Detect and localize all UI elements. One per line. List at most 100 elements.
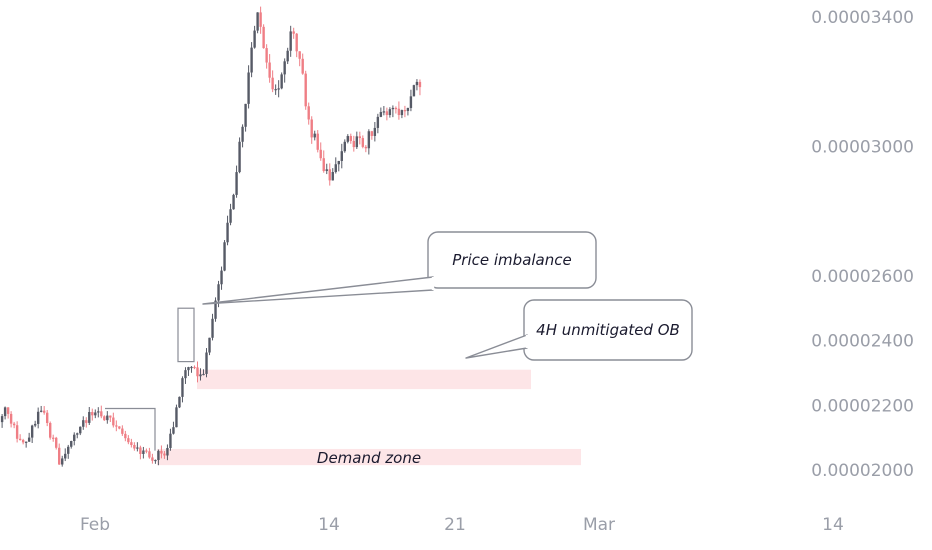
candle-body	[136, 447, 139, 449]
candle-body	[373, 127, 377, 136]
candle-body	[406, 107, 410, 111]
candle-body	[331, 172, 334, 181]
candles-layer	[0, 6, 422, 467]
candle-body	[238, 141, 241, 173]
candle-body	[148, 451, 151, 458]
candle-body	[229, 209, 232, 223]
candle-body	[94, 412, 97, 416]
candle-body	[0, 416, 4, 423]
y-tick-label: 0.00002600	[811, 267, 914, 287]
candle-body	[196, 367, 199, 377]
candle-body	[202, 373, 205, 376]
price-imbalance-callout-pointer	[202, 276, 434, 305]
candle-body	[88, 412, 91, 423]
candle-body	[277, 88, 280, 90]
candle-body	[181, 378, 184, 397]
candle-body	[370, 131, 374, 136]
candle-body	[244, 103, 247, 127]
candle-body	[121, 428, 124, 434]
candle-body	[67, 446, 70, 454]
zones-layer	[157, 369, 581, 466]
candle-body	[346, 136, 349, 142]
candle-body	[160, 450, 163, 454]
candle-body	[27, 437, 31, 442]
candle-body	[205, 352, 208, 374]
candle-body	[292, 31, 295, 34]
imbalance-box	[177, 307, 195, 363]
candle-body	[109, 415, 112, 418]
candle-body	[127, 438, 130, 443]
candle-body	[39, 410, 43, 412]
x-tick-label: 21	[444, 515, 466, 535]
candle-body	[391, 107, 395, 110]
candle-body	[73, 434, 76, 442]
candle-body	[30, 425, 34, 438]
candle-body	[61, 458, 64, 465]
candle-body	[223, 242, 226, 271]
candle-body	[418, 81, 422, 88]
candle-body	[403, 110, 407, 112]
candle-body	[400, 110, 404, 116]
candle-body	[235, 172, 238, 195]
candle-body	[24, 441, 28, 443]
candle-body	[187, 367, 190, 371]
candle-body	[232, 194, 235, 210]
candle-body	[298, 51, 301, 59]
candle-body	[340, 151, 343, 161]
candle-body	[172, 427, 175, 434]
candle-body	[184, 370, 187, 379]
candle-body	[262, 26, 265, 49]
candle-body	[313, 133, 316, 138]
x-tick-label: Feb	[80, 515, 110, 535]
y-axis: 0.00003400 0.00003000 0.00002600 0.00002400…	[811, 8, 914, 481]
candle-body	[42, 410, 46, 413]
demand-connector-line	[105, 407, 156, 451]
candle-body	[316, 133, 319, 150]
candle-body	[271, 77, 274, 90]
candle-body	[337, 160, 340, 165]
candle-body	[82, 420, 85, 427]
candle-body	[12, 423, 16, 426]
candle-body	[256, 12, 259, 31]
candle-body	[9, 413, 13, 424]
candle-body	[376, 116, 380, 128]
candle-body	[322, 158, 325, 172]
candle-body	[355, 136, 359, 148]
candle-body	[97, 411, 100, 413]
candle-body	[151, 457, 154, 461]
candle-body	[163, 453, 166, 456]
candle-body	[280, 74, 283, 89]
candle-body	[91, 412, 94, 416]
x-tick-label: Mar	[583, 515, 615, 535]
candle-body	[415, 81, 419, 86]
candle-body	[268, 62, 271, 78]
candle-body	[334, 164, 337, 173]
candle-body	[33, 423, 37, 426]
candle-body	[6, 407, 10, 414]
candle-body	[388, 109, 392, 116]
x-tick-label: 14	[822, 515, 844, 535]
candle-body	[85, 420, 88, 423]
candle-body	[241, 126, 244, 142]
candle-body	[301, 58, 304, 74]
candle-body	[175, 407, 178, 428]
candle-body	[169, 433, 172, 448]
candle-body	[178, 396, 181, 408]
candle-body	[295, 33, 298, 52]
candle-body	[361, 138, 365, 147]
candle-body	[349, 136, 352, 141]
candle-body	[379, 112, 383, 117]
candle-body	[55, 437, 58, 448]
candle-body	[208, 337, 211, 353]
price-imbalance-callout-box	[427, 231, 597, 289]
y-tick-label: 0.00002000	[811, 461, 914, 481]
candle-body	[166, 447, 169, 456]
candle-body	[325, 169, 328, 172]
candle-body	[352, 140, 356, 148]
candle-body	[15, 425, 19, 439]
x-tick-label: 14	[318, 515, 340, 535]
candle-body	[385, 111, 389, 116]
candle-body	[115, 425, 118, 427]
candle-body	[154, 459, 157, 462]
